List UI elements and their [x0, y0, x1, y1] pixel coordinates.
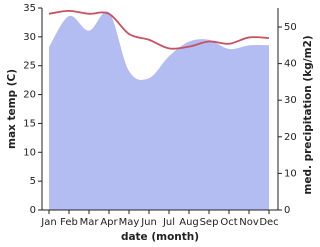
- temperature-line: [48, 9, 270, 50]
- y2-tick-label: 0: [284, 205, 290, 216]
- y-tick-label: 5: [30, 176, 36, 187]
- x-tick-label: Aug: [179, 217, 199, 228]
- x-tick-label: Dec: [259, 217, 278, 228]
- x-tick-label: Apr: [100, 217, 118, 228]
- x-tick-label: Feb: [60, 217, 78, 228]
- y2-tick-label: 50: [284, 22, 297, 33]
- precipitation-area: [49, 11, 269, 211]
- x-tick-label: Mar: [80, 217, 100, 228]
- y-tick-label: 35: [23, 3, 36, 14]
- y2-tick-label: 40: [284, 59, 297, 70]
- y-tick-label: 10: [23, 147, 36, 158]
- x-tick-label: May: [119, 217, 140, 228]
- y2-axis-label: med. precipitation (kg/m2): [302, 35, 314, 194]
- x-tick-label: Jan: [40, 217, 56, 228]
- y-tick-label: 20: [23, 90, 36, 101]
- x-axis-label: date (month): [121, 231, 199, 243]
- x-tick-label: Oct: [220, 217, 237, 228]
- x-tick-label: Nov: [239, 217, 259, 228]
- x-tick-label: Jul: [162, 217, 175, 228]
- y-tick-label: 30: [23, 32, 36, 43]
- y2-tick-label: 30: [284, 95, 297, 106]
- y-tick-label: 0: [30, 205, 36, 216]
- y2-tick-label: 20: [284, 132, 297, 143]
- y-axis-label: max temp (C): [6, 69, 18, 149]
- y2-tick-label: 10: [284, 168, 297, 179]
- x-tick-label: Jun: [140, 217, 157, 228]
- x-tick-label: Sep: [200, 217, 219, 228]
- y-tick-label: 15: [23, 118, 36, 129]
- y-tick-label: 25: [23, 61, 36, 72]
